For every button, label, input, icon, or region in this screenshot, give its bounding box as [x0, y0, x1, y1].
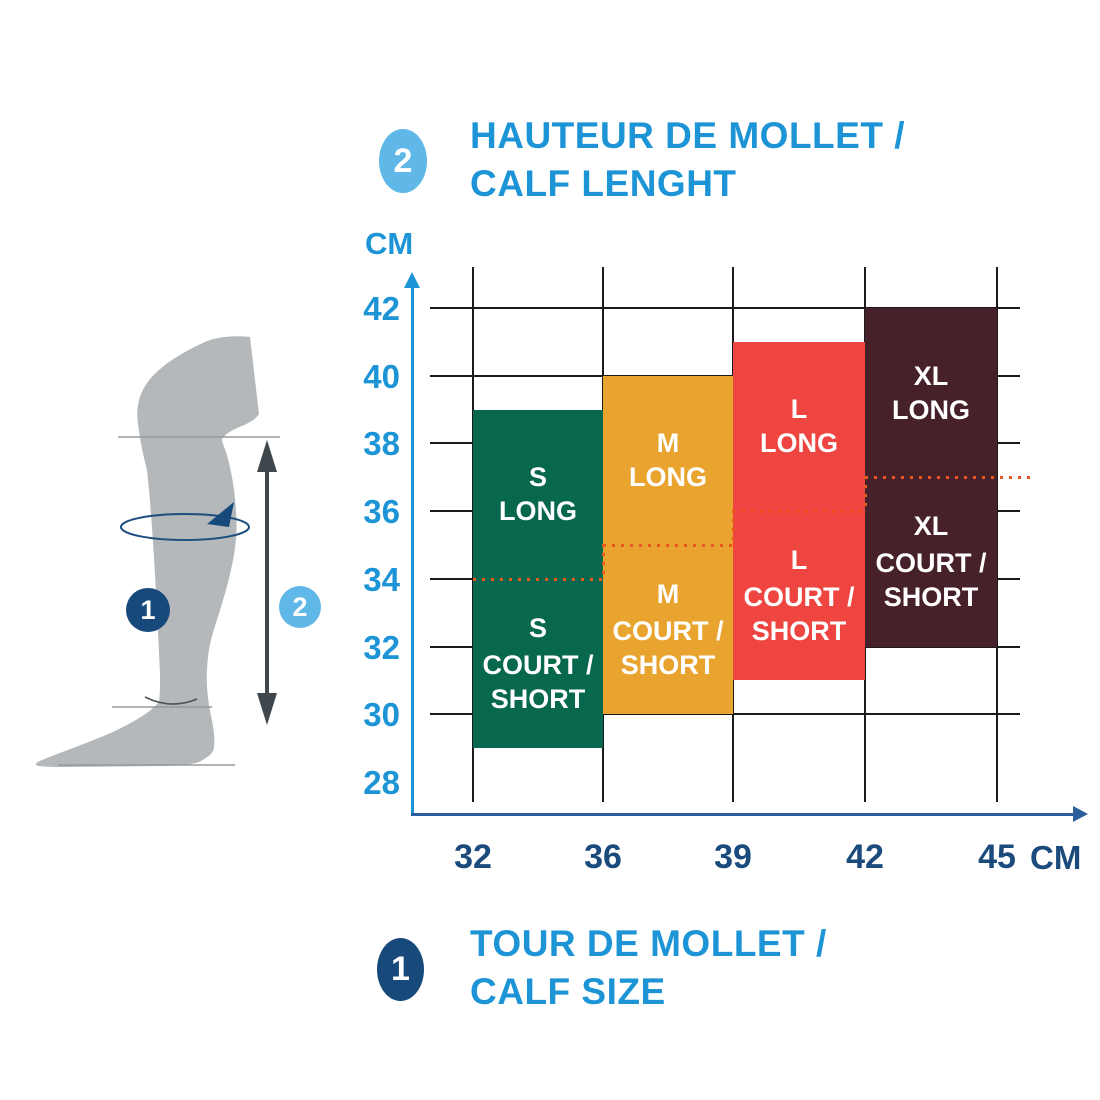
size-label-xl-short-line: SHORT	[883, 582, 979, 613]
size-label-l-long-line: LONG	[760, 428, 838, 459]
y-axis-unit-label: CM	[365, 226, 414, 261]
size-label-m-short: M COURT / SHORT	[603, 545, 733, 714]
x-gridline	[996, 267, 998, 802]
split-dotted-line	[603, 543, 733, 547]
leg-illustration	[35, 336, 280, 767]
y-gridline	[430, 307, 1020, 309]
size-label-xl-short: XL COURT / SHORT	[865, 477, 997, 646]
y-gridline	[430, 713, 1020, 716]
y-tick-label: 28	[363, 763, 400, 801]
x-tick-label: 36	[584, 838, 622, 876]
calf-circumference-ellipse	[120, 513, 250, 541]
x-tick-label: 32	[454, 838, 492, 876]
y-tick-label: 42	[363, 290, 400, 327]
calf-height-arrow-icon	[257, 440, 277, 725]
calf-size-marker-1: 1	[126, 588, 170, 632]
split-dotted-connector	[602, 543, 605, 580]
calf-size-marker-1-number: 1	[140, 594, 156, 625]
size-label-xl-long-line: LONG	[892, 394, 970, 425]
calf-size-title-line2: CALF SIZE	[470, 971, 666, 1012]
step-2-badge: 2	[379, 129, 427, 193]
split-dotted-line	[733, 510, 865, 514]
size-label-s-short-line: SHORT	[490, 683, 586, 714]
y-tick-label: 32	[363, 628, 400, 666]
x-tick-label: 42	[846, 838, 884, 876]
size-label-m-short-line: M	[656, 579, 680, 610]
split-dotted-line	[473, 577, 603, 581]
size-label-l-short: L COURT / SHORT	[733, 511, 865, 680]
size-label-xl-short-line: COURT /	[875, 548, 987, 579]
calf-size-title-line1: TOUR DE MOLLET /	[470, 923, 827, 964]
size-label-l-short-line: SHORT	[751, 616, 847, 647]
size-label-xl-long: XL LONG	[865, 308, 997, 477]
calf-length-title-line2: CALF LENGHT	[470, 163, 737, 204]
calf-length-title-line1: HAUTEUR DE MOLLET /	[470, 115, 905, 156]
calf-length-marker-2: 2	[279, 586, 321, 628]
size-label-m-short-line: SHORT	[620, 650, 716, 681]
y-tick-label: 34	[363, 560, 400, 598]
y-tick-label: 38	[363, 425, 400, 463]
size-label-xl-long-line: XL	[913, 360, 949, 391]
calf-ellipse-arrowhead-icon	[207, 502, 234, 527]
size-label-s-long: S LONG	[473, 410, 603, 579]
y-tick-label: 40	[363, 357, 400, 395]
size-label-m-long-line: LONG	[629, 462, 707, 493]
size-label-m-long: M LONG	[603, 376, 733, 545]
y-tick-label: 36	[363, 493, 400, 531]
calf-size-title: TOUR DE MOLLET / CALF SIZE	[470, 920, 827, 1016]
size-label-s-long-line: S	[528, 462, 547, 493]
size-label-s-short-line: S	[528, 612, 547, 643]
y-axis-arrowhead-icon	[404, 272, 420, 288]
split-dotted-connector	[732, 510, 735, 546]
size-label-m-long-line: M	[656, 428, 680, 459]
x-tick-label: 39	[714, 838, 752, 876]
x-tick-label: 45	[978, 838, 1016, 876]
calf-length-title: HAUTEUR DE MOLLET / CALF LENGHT	[470, 112, 905, 208]
step-2-number: 2	[393, 141, 413, 180]
size-label-m-short-line: COURT /	[612, 616, 724, 647]
size-label-l-long: L LONG	[733, 342, 865, 511]
step-1-number: 1	[391, 950, 410, 988]
ankle-crease-line	[144, 696, 198, 705]
size-label-s-short: S COURT / SHORT	[473, 579, 603, 748]
size-label-s-long-line: LONG	[499, 496, 577, 527]
step-1-badge: 1	[377, 938, 424, 1001]
size-label-xl-short-line: XL	[913, 511, 949, 542]
size-label-l-short-line: L	[790, 545, 808, 576]
size-label-l-short-line: COURT /	[743, 582, 855, 613]
split-dotted-line	[865, 476, 1030, 480]
calf-length-marker-2-number: 2	[292, 591, 308, 622]
split-dotted-connector	[864, 476, 867, 513]
y-tick-label: 30	[363, 696, 400, 734]
size-label-s-short-line: COURT /	[482, 649, 594, 680]
x-axis-arrowhead-icon	[1073, 806, 1088, 822]
x-axis-unit-label: CM	[1030, 839, 1082, 876]
leg-silhouette	[35, 336, 259, 767]
y-axis-line	[411, 286, 414, 815]
size-label-l-long-line: L	[790, 394, 808, 425]
x-axis-line	[411, 813, 1075, 816]
